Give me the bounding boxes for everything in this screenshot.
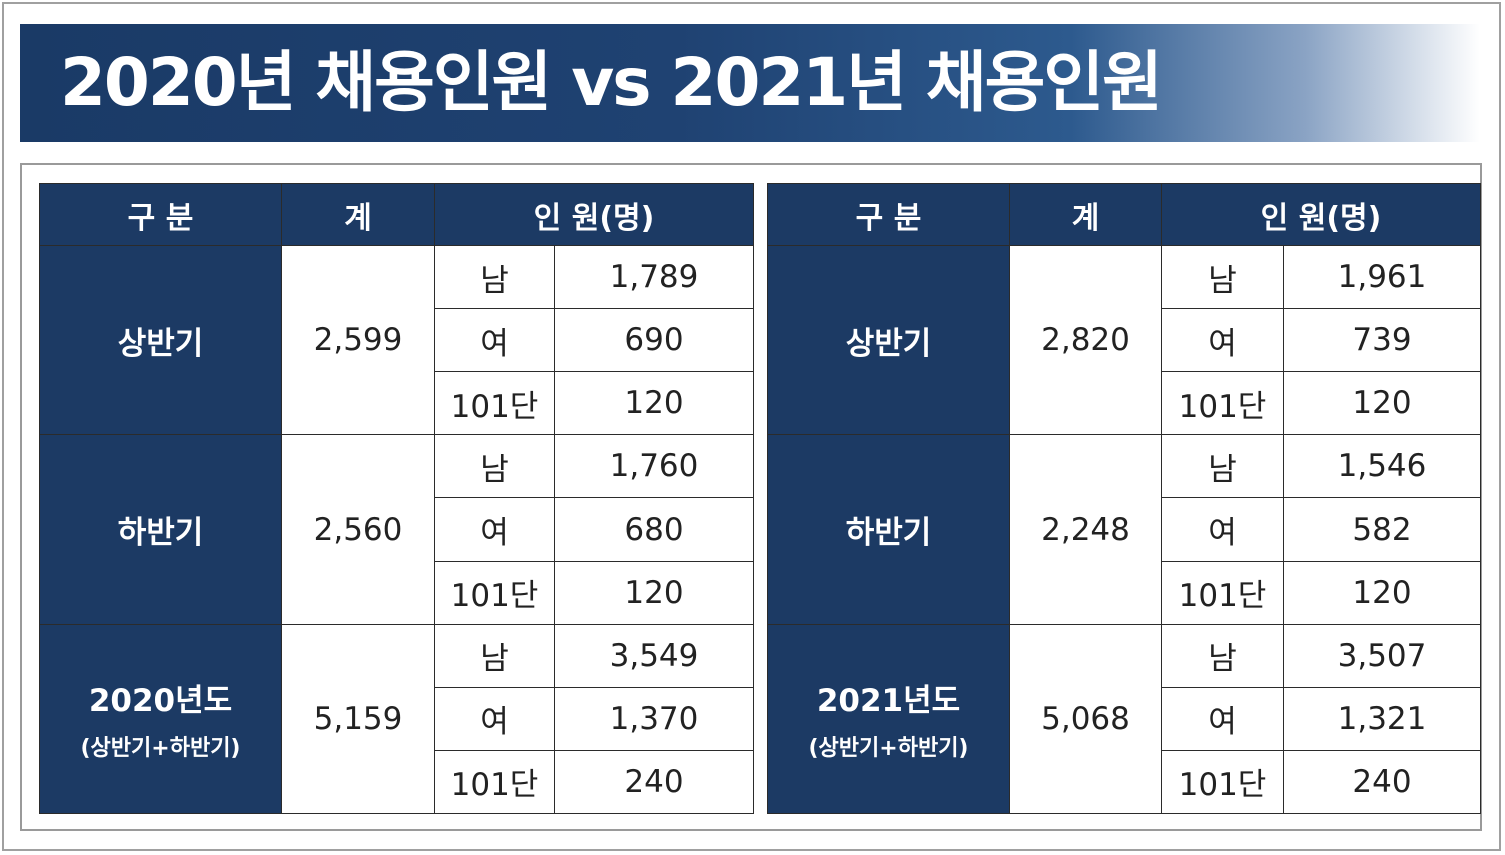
table-row: 101단 240 <box>768 749 1482 815</box>
value-cell: 120 <box>1282 560 1482 625</box>
title-banner: 2020년 채용인원 vs 2021년 채용인원 <box>20 24 1480 142</box>
total-cell: 5,159 <box>281 623 435 815</box>
period-cell: 하반기 <box>767 434 1010 625</box>
header-persons: 인 원(명) <box>433 182 755 247</box>
category-cell: 101단 <box>434 560 555 625</box>
category-cell: 남 <box>1161 623 1284 688</box>
period-cell: 하반기 <box>39 434 282 625</box>
category-cell: 여 <box>434 497 555 562</box>
total-cell: 2,820 <box>1009 245 1162 436</box>
category-cell: 여 <box>434 308 555 373</box>
category-cell: 101단 <box>1161 749 1284 815</box>
period-label: 상반기 <box>117 325 204 362</box>
period-cell: 상반기 <box>39 245 282 436</box>
category-cell: 여 <box>1161 686 1284 751</box>
period-label: 하반기 <box>117 515 204 552</box>
value-cell: 690 <box>553 308 755 373</box>
period-cell: 2020년도 (상반기+하반기) <box>39 623 282 815</box>
category-cell: 남 <box>434 623 555 688</box>
table-row: 상반기 2,820 남 1,961 <box>767 245 1482 436</box>
table-row: 2021년도 (상반기+하반기) 5,068 남 3,507 <box>767 623 1482 815</box>
content-frame <box>20 163 1482 831</box>
category-cell: 남 <box>434 434 555 499</box>
value-cell: 739 <box>1282 308 1482 373</box>
table-row: 101단 240 <box>40 749 755 815</box>
category-cell: 101단 <box>1161 560 1284 625</box>
category-cell: 남 <box>1161 245 1284 310</box>
total-cell: 2,599 <box>281 245 435 436</box>
value-cell: 120 <box>1282 371 1482 436</box>
category-cell: 여 <box>434 686 555 751</box>
category-cell: 여 <box>1161 308 1284 373</box>
header-division: 구 분 <box>767 182 1010 247</box>
value-cell: 1,370 <box>553 686 755 751</box>
value-cell: 1,760 <box>553 434 755 499</box>
category-cell: 101단 <box>1161 371 1284 436</box>
header-total: 계 <box>281 182 435 247</box>
value-cell: 582 <box>1282 497 1482 562</box>
total-cell: 2,560 <box>281 434 435 625</box>
total-cell: 5,068 <box>1009 623 1162 815</box>
value-cell: 240 <box>553 749 755 815</box>
table-row: 2020년도 (상반기+하반기) 5,159 남 3,549 <box>39 623 755 815</box>
period-label: 2021년도 <box>816 683 961 720</box>
value-cell: 1,789 <box>553 245 755 310</box>
value-cell: 1,961 <box>1282 245 1482 310</box>
period-cell: 상반기 <box>767 245 1010 436</box>
value-cell: 680 <box>553 497 755 562</box>
category-cell: 101단 <box>434 749 555 815</box>
period-label: 하반기 <box>845 515 932 552</box>
table-row: 하반기 2,248 남 1,546 <box>767 434 1482 625</box>
value-cell: 1,546 <box>1282 434 1482 499</box>
value-cell: 120 <box>553 371 755 436</box>
table-row: 여 680 <box>40 497 755 562</box>
value-cell: 120 <box>553 560 755 625</box>
period-sublabel: (상반기+하반기) <box>808 736 969 762</box>
table-row: 여 690 <box>40 308 755 373</box>
category-cell: 101단 <box>434 371 555 436</box>
page-title: 2020년 채용인원 vs 2021년 채용인원 <box>60 44 1163 121</box>
table-row: 하반기 2,560 남 1,760 <box>39 434 755 625</box>
header-persons: 인 원(명) <box>1160 182 1482 247</box>
period-label: 2020년도 <box>88 683 233 720</box>
table-row: 101단 120 <box>40 560 755 625</box>
value-cell: 3,549 <box>553 623 755 688</box>
period-sublabel: (상반기+하반기) <box>80 736 241 762</box>
period-label: 상반기 <box>845 325 932 362</box>
category-cell: 남 <box>434 245 555 310</box>
total-cell: 2,248 <box>1009 434 1162 625</box>
header-total: 계 <box>1009 182 1162 247</box>
category-cell: 여 <box>1161 497 1284 562</box>
table-row: 여 1,370 <box>40 686 755 751</box>
value-cell: 240 <box>1282 749 1482 815</box>
value-cell: 1,321 <box>1282 686 1482 751</box>
table-row: 101단 120 <box>40 371 755 436</box>
table-row: 상반기 2,599 남 1,789 <box>39 245 755 436</box>
period-cell: 2021년도 (상반기+하반기) <box>767 623 1010 815</box>
table-row: 여 582 <box>768 497 1482 562</box>
value-cell: 3,507 <box>1282 623 1482 688</box>
table-row: 101단 120 <box>768 560 1482 625</box>
category-cell: 남 <box>1161 434 1284 499</box>
header-division: 구 분 <box>39 182 282 247</box>
